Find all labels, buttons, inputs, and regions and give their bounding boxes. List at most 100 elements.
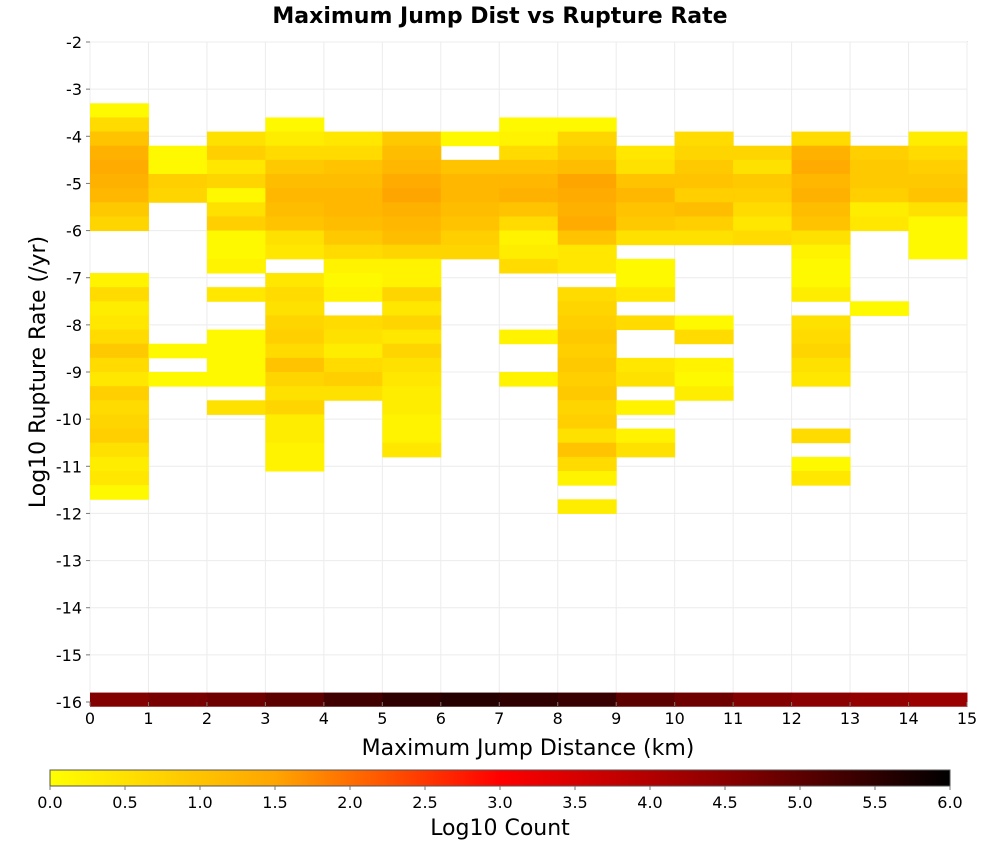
x-tick-label: 0 [85, 709, 95, 728]
heatmap-cell [791, 174, 851, 189]
heatmap-cell [616, 174, 676, 189]
heatmap-cell [499, 258, 559, 274]
heatmap-cell [90, 117, 149, 133]
heatmap-cell [616, 357, 676, 373]
heatmap-cell [674, 315, 734, 331]
x-tick-label: 9 [611, 709, 621, 728]
colorbar-tick-label: 1.5 [262, 793, 287, 812]
heatmap-cell [323, 343, 383, 359]
heatmap-cell [90, 386, 149, 401]
heatmap-cell [499, 159, 559, 175]
heatmap-cell [557, 386, 617, 401]
heatmap-cell [265, 329, 325, 345]
heatmap-cell [616, 400, 676, 415]
heatmap-cell [791, 273, 851, 288]
heatmap-cell [440, 244, 500, 260]
y-tick-label: -4 [66, 127, 82, 146]
heatmap-cell [323, 273, 383, 288]
heatmap-cell [323, 329, 383, 345]
heatmap-cell [733, 202, 793, 217]
heatmap-cell [265, 202, 325, 217]
heatmap-cell [382, 386, 442, 401]
heatmap-cell [674, 145, 734, 161]
colorbar-tick-label: 6.0 [937, 793, 962, 812]
heatmap-cell [206, 230, 266, 246]
heatmap-cell [90, 372, 149, 387]
heatmap-cell [206, 329, 266, 345]
x-tick-label: 5 [377, 709, 387, 728]
heatmap-cell [265, 456, 325, 472]
heatmap-cell [674, 372, 734, 387]
heatmap-cell [557, 301, 617, 316]
heatmap-cell [440, 216, 500, 232]
heatmap-cell [382, 301, 442, 316]
heatmap-cell [908, 692, 968, 707]
heatmap-cell [674, 329, 734, 345]
heatmap-cell [557, 372, 617, 387]
heatmap-cell [440, 174, 500, 189]
y-tick-label: -14 [56, 599, 82, 618]
heatmap-cell [90, 301, 149, 316]
heatmap-cell [90, 145, 149, 161]
heatmap-cell [206, 216, 266, 232]
heatmap-cell [499, 188, 559, 203]
heatmap-cell [908, 188, 968, 203]
heatmap-cell [90, 174, 149, 189]
heatmap-cell [90, 329, 149, 345]
heatmap-cell [499, 372, 559, 387]
heatmap-cell [206, 357, 266, 373]
y-axis-label: Log10 Rupture Rate (/yr) [26, 236, 51, 508]
x-tick-label: 13 [840, 709, 860, 728]
heatmap-cell [499, 202, 559, 217]
heatmap-cell [382, 315, 442, 331]
heatmap-cell [908, 202, 968, 217]
heatmap-cell [674, 202, 734, 217]
heatmap-cell [557, 287, 617, 302]
heatmap-cell [323, 188, 383, 203]
heatmap-cell [90, 188, 149, 203]
heatmap-cell [206, 202, 266, 217]
heatmap-cell [265, 230, 325, 246]
y-tick-label: -8 [66, 316, 82, 335]
x-tick-label: 2 [202, 709, 212, 728]
heatmap-cell [90, 202, 149, 217]
heatmap-cell [323, 315, 383, 331]
heatmap-cell [265, 159, 325, 175]
heatmap-cell [382, 428, 442, 444]
heatmap-cell [791, 692, 851, 707]
heatmap-cell [206, 159, 266, 175]
chart-title: Maximum Jump Dist vs Rupture Rate [272, 4, 727, 29]
x-tick-label: 15 [957, 709, 977, 728]
heatmap-cell [382, 174, 442, 189]
heatmap-cell [440, 692, 500, 707]
heatmap-cell [557, 244, 617, 260]
heatmap-cell [616, 287, 676, 302]
heatmap-cell [733, 159, 793, 175]
heatmap-cell [616, 202, 676, 217]
y-tick-label: -10 [56, 410, 82, 429]
heatmap-cell [148, 343, 208, 359]
heatmap-cell [265, 428, 325, 444]
heatmap-cell [440, 159, 500, 175]
heatmap-cell [616, 442, 676, 458]
y-tick-label: -16 [56, 693, 82, 712]
heatmap-cell [265, 188, 325, 203]
heatmap-cell [265, 131, 325, 147]
heatmap-cell [791, 372, 851, 387]
heatmap-cell [557, 216, 617, 232]
heatmap-cell [265, 442, 325, 458]
heatmap-cell [616, 692, 676, 707]
heatmap-cell [90, 343, 149, 359]
heatmap-cell [323, 287, 383, 302]
heatmap-cell [557, 131, 617, 147]
heatmap-cell [323, 372, 383, 387]
heatmap-cell [791, 287, 851, 302]
heatmap-cell [382, 372, 442, 387]
heatmap-cell [557, 357, 617, 373]
heatmap-cell [265, 273, 325, 288]
heatmap-cell [499, 117, 559, 133]
heatmap-cell [850, 174, 910, 189]
heatmap-cell [616, 145, 676, 161]
heatmap-cell [616, 273, 676, 288]
heatmap-cell [265, 372, 325, 387]
